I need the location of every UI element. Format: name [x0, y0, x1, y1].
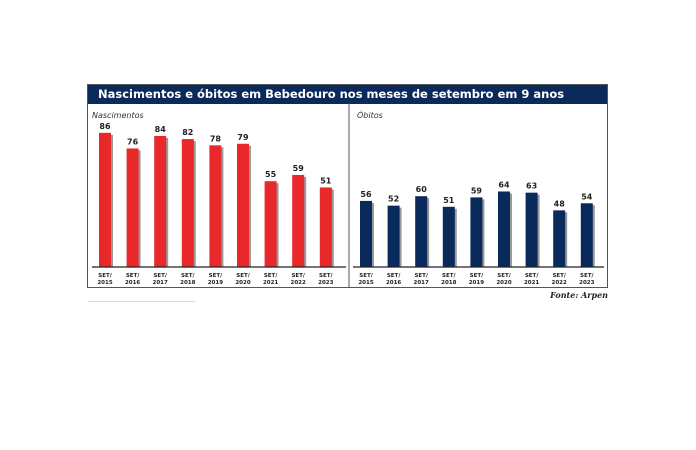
tick-label: SET/: [497, 273, 511, 279]
tick-label: SET/: [126, 273, 140, 279]
tick-label-year: 2022: [291, 280, 306, 286]
bar: [209, 145, 222, 267]
tick-label: SET/: [319, 273, 333, 279]
tick-label: SET/: [442, 273, 456, 279]
tick-label: SET/: [98, 273, 112, 279]
bar: [580, 203, 593, 267]
tick-label-year: 2019: [208, 280, 223, 286]
tick-label-year: 2020: [235, 280, 250, 286]
data-label: 84: [155, 125, 167, 134]
bar: [237, 143, 249, 267]
tick-label: SET/: [209, 273, 223, 279]
data-label: 63: [526, 182, 537, 191]
tick-label: SET/: [264, 273, 278, 279]
tick-label: SET/: [525, 273, 539, 279]
tick-label-year: 2023: [318, 280, 333, 286]
bar: [126, 148, 139, 267]
bar: [387, 205, 400, 267]
bar: [99, 132, 111, 267]
data-label: 86: [99, 122, 111, 131]
tick-label-year: 2015: [97, 280, 112, 286]
bar: [470, 197, 483, 267]
tick-label-year: 2016: [386, 280, 401, 286]
data-label: 82: [182, 128, 193, 137]
tick-label-year: 2018: [441, 280, 456, 286]
data-label: 76: [127, 137, 139, 146]
tick-label: SET/: [236, 273, 250, 279]
tick-label-year: 2017: [153, 280, 168, 286]
tick-label: SET/: [552, 273, 566, 279]
chart-frame: Nascimentos e óbitos em Bebedouro nos me…: [87, 84, 608, 288]
tick-label-year: 2017: [414, 280, 429, 286]
tick-label: SET/: [291, 273, 305, 279]
data-label: 78: [210, 134, 222, 143]
tick-label-year: 2022: [552, 280, 567, 286]
chart-subtitle: Nascimentos: [92, 111, 144, 120]
chart-subtitle: Óbitos: [357, 109, 383, 120]
bar: [154, 135, 167, 267]
data-label: 52: [388, 195, 399, 204]
tick-label-year: 2021: [263, 280, 278, 286]
bar: [415, 196, 428, 267]
divider-line: [88, 301, 195, 302]
data-label: 55: [265, 170, 277, 179]
data-label: 60: [416, 185, 428, 194]
data-label: 79: [237, 133, 249, 142]
bar: [264, 181, 277, 267]
chart-title: Nascimentos e óbitos em Bebedouro nos me…: [88, 85, 607, 104]
tick-label-year: 2020: [496, 280, 511, 286]
data-label: 64: [498, 180, 510, 189]
tick-label: SET/: [580, 273, 594, 279]
bar: [442, 206, 455, 267]
tick-label-year: 2016: [125, 280, 140, 286]
bar: [319, 187, 332, 267]
data-label: 59: [293, 164, 305, 173]
tick-label-year: 2019: [469, 280, 484, 286]
tick-label: SET/: [387, 273, 401, 279]
bar: [553, 210, 566, 267]
tick-label: SET/: [359, 273, 373, 279]
bar: [292, 174, 305, 267]
bar: [525, 192, 538, 267]
tick-label: SET/: [470, 273, 484, 279]
data-label: 54: [581, 192, 593, 201]
tick-label: SET/: [153, 273, 167, 279]
data-label: 51: [320, 176, 332, 185]
data-label: 56: [360, 190, 372, 199]
tick-label-year: 2023: [579, 280, 594, 286]
source-note: Fonte: Arpen: [550, 290, 608, 300]
tick-label-year: 2021: [524, 280, 539, 286]
data-label: 48: [554, 199, 566, 208]
data-label: 51: [443, 196, 455, 205]
tick-label: SET/: [414, 273, 428, 279]
data-label: 59: [471, 186, 483, 195]
bar: [181, 139, 194, 267]
tick-label-year: 2018: [180, 280, 195, 286]
bar: [498, 191, 510, 267]
bar: [360, 200, 372, 267]
tick-label-year: 2015: [358, 280, 373, 286]
tick-label: SET/: [181, 273, 195, 279]
